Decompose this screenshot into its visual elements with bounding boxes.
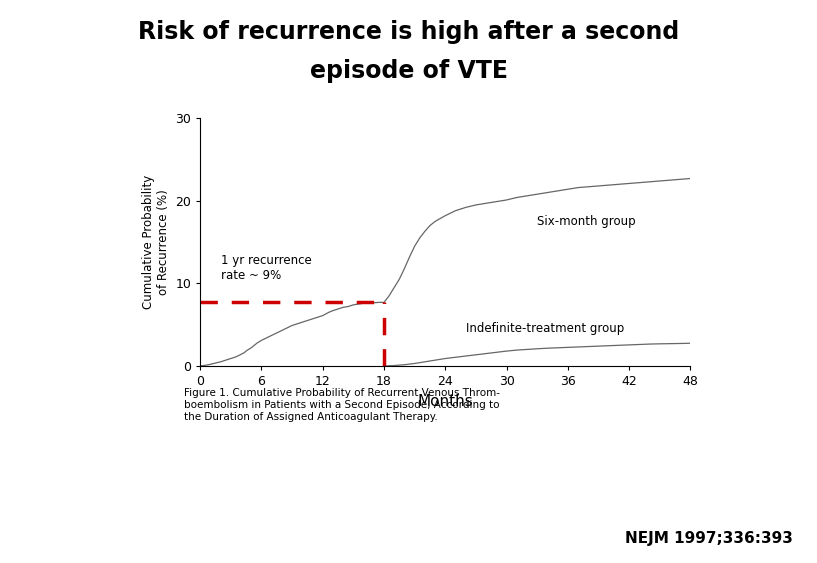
Text: 1 yr recurrence
rate ~ 9%: 1 yr recurrence rate ~ 9% xyxy=(221,254,311,283)
Y-axis label: Cumulative Probability
of Recurrence (%): Cumulative Probability of Recurrence (%) xyxy=(141,175,170,309)
Text: Figure 1. Cumulative Probability of Recurrent Venous Throm-
boembolism in Patien: Figure 1. Cumulative Probability of Recu… xyxy=(184,388,500,422)
Text: Six-month group: Six-month group xyxy=(538,215,636,228)
Text: NEJM 1997;336:393: NEJM 1997;336:393 xyxy=(625,531,792,546)
Text: episode of VTE: episode of VTE xyxy=(310,59,507,83)
Text: Risk of recurrence is high after a second: Risk of recurrence is high after a secon… xyxy=(138,20,679,44)
Text: Indefinite-treatment group: Indefinite-treatment group xyxy=(466,322,624,336)
X-axis label: Months: Months xyxy=(417,394,473,409)
